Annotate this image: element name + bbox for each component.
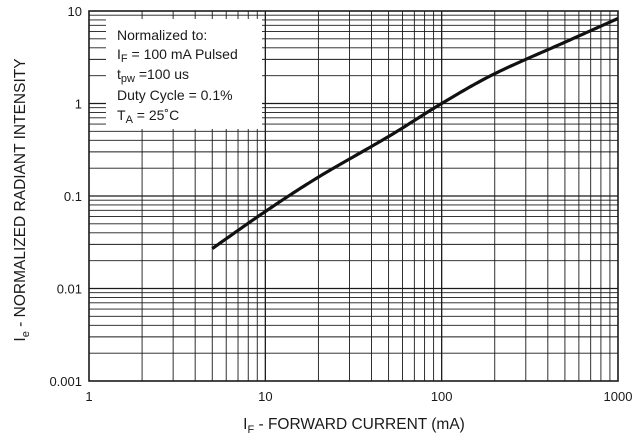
series-line [211, 17, 619, 250]
y-tick-label: 10 [68, 4, 82, 19]
y-tick-label: 1 [75, 97, 82, 112]
y-axis-title: Ie - NORMALIZED RADIANT INTENSITY [12, 58, 32, 341]
annotation-line-4: Duty Cycle = 0.1% [117, 87, 233, 103]
y-tick-label: 0.01 [57, 282, 82, 297]
plot-frame [88, 10, 619, 382]
annotation-box: Normalized to: IF = 100 mA Pulsed tpw =1… [106, 19, 262, 129]
x-axis-title: IF - FORWARD CURRENT (mA) [243, 416, 465, 436]
y-tick-label: 0.1 [64, 189, 82, 204]
annotation-line-2: IF = 100 mA Pulsed [117, 46, 238, 65]
annotation-background [106, 19, 262, 129]
annotation-line-1: Normalized to: [117, 27, 207, 43]
x-tick-labels: 1 10 100 1000 [85, 389, 632, 404]
y-tick-labels: 10 1 0.1 0.01 0.001 [49, 4, 82, 389]
x-tick-label: 1 [85, 389, 92, 404]
annotation-line-5: TA = 25˚C [117, 107, 179, 126]
x-tick-label: 100 [431, 389, 453, 404]
x-tick-label: 10 [258, 389, 272, 404]
x-tick-label: 1000 [604, 389, 633, 404]
y-tick-label: 0.001 [49, 374, 82, 389]
annotation-line-3: tpw =100 us [117, 66, 189, 85]
